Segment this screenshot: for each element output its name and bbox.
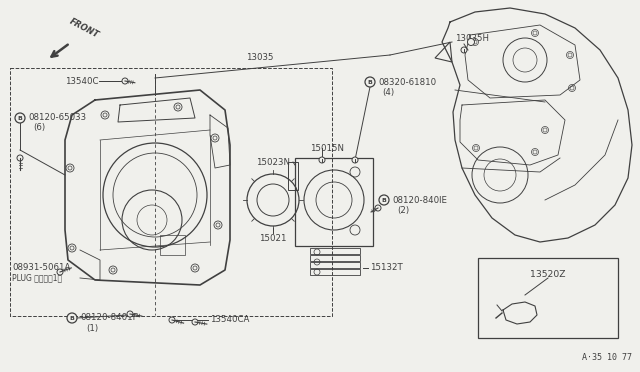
Circle shape [319,157,325,163]
Text: 15021: 15021 [259,234,287,243]
Text: (1): (1) [86,324,98,333]
Text: 13035H: 13035H [455,33,489,42]
Text: 15015N: 15015N [310,144,344,153]
Bar [295,158,373,246]
Text: B: B [70,316,74,321]
Circle shape [461,47,467,53]
Circle shape [169,317,175,323]
Text: 15132T: 15132T [370,263,403,273]
Text: 13520Z: 13520Z [531,270,566,279]
Text: 13540CA: 13540CA [210,315,250,324]
Circle shape [352,157,358,163]
Circle shape [365,77,375,87]
Bar [310,248,360,254]
Circle shape [379,195,389,205]
Text: 08320-61810: 08320-61810 [378,77,436,87]
Text: 08120-8401F: 08120-8401F [80,314,138,323]
Circle shape [67,313,77,323]
Text: 08931-5061A: 08931-5061A [12,263,70,273]
Text: (6): (6) [33,122,45,131]
Bar [288,162,298,190]
Text: 15023N: 15023N [256,157,290,167]
Text: A·35 10 77: A·35 10 77 [582,353,632,362]
Text: FRONT: FRONT [68,17,100,40]
Text: (4): (4) [382,87,394,96]
Text: B: B [367,80,372,85]
Text: (2): (2) [397,205,409,215]
Text: B: B [381,198,387,203]
Circle shape [192,319,198,325]
Text: 08120-840lE: 08120-840lE [392,196,447,205]
Bar [310,262,360,268]
Circle shape [17,155,23,161]
Circle shape [122,78,128,84]
Text: 13035: 13035 [246,53,274,62]
Text: 13540C: 13540C [65,77,99,86]
Bar [310,269,360,275]
Bar [310,255,360,261]
Bar [160,235,185,255]
Bar [478,258,618,338]
Bar [10,68,332,316]
Circle shape [127,311,133,317]
Circle shape [57,269,63,275]
Circle shape [15,113,25,123]
Circle shape [467,38,474,45]
Text: PLUG プラグ（1）: PLUG プラグ（1） [12,273,62,282]
Text: B: B [17,116,22,121]
Text: 08120-65033: 08120-65033 [28,112,86,122]
Circle shape [375,205,381,211]
